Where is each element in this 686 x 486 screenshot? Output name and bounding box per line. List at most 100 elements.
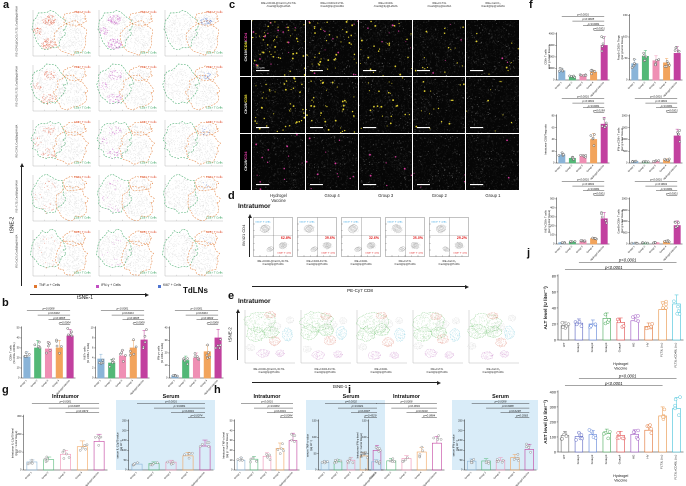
svg-text:p<0.0001: p<0.0001 xyxy=(660,187,673,191)
svg-text:p<0.0001: p<0.0001 xyxy=(576,95,589,99)
svg-text:Serum: Serum xyxy=(163,394,180,400)
micro-caption-3: Group 2 xyxy=(431,193,447,198)
row-label-a-1: IRE+CD40L/FLT3L/Cas9@lip@HAMA xyxy=(15,66,19,107)
svg-text:(pg g⁻¹ tumor tissue): (pg g⁻¹ tumor tissue) xyxy=(225,433,229,458)
marker-label-1: CK19/CD8 xyxy=(242,76,248,132)
svg-text:Group 1: Group 1 xyxy=(627,245,636,254)
panel-e-title: Intratumor xyxy=(238,298,271,305)
svg-text:10: 10 xyxy=(91,326,94,330)
marker-seg: CK19 xyxy=(242,160,248,171)
cd8-axis-arrow-d xyxy=(252,284,469,289)
svg-text:Group 2: Group 2 xyxy=(330,471,339,480)
svg-text:1000: 1000 xyxy=(622,219,628,223)
svg-text:p=0.0001: p=0.0001 xyxy=(665,108,678,112)
svg-text:p=0.0001: p=0.0001 xyxy=(592,191,605,195)
svg-text:300: 300 xyxy=(550,405,556,409)
svg-text:Group 2: Group 2 xyxy=(178,379,187,388)
svg-text:300: 300 xyxy=(17,414,22,418)
svg-text:HG: HG xyxy=(632,342,636,347)
svg-text:1500: 1500 xyxy=(622,208,628,212)
tsne-plot-a-r4c2 xyxy=(162,228,224,279)
tsne-e-group-label-1: IRE+CD40L/FLT3L /Cas9@lip@HAMA xyxy=(314,368,336,375)
tsne2-axis-label-e: tSNE-2 xyxy=(227,327,233,342)
panel-label-g: g xyxy=(2,384,9,396)
svg-text:Intratumor TNF-α level: Intratumor TNF-α level xyxy=(222,432,226,459)
svg-text:(per g tumor tissue): (per g tumor tissue) xyxy=(547,45,551,68)
svg-text:HG: HG xyxy=(632,454,636,459)
svg-text:p=0.0373: p=0.0373 xyxy=(75,409,88,413)
svg-text:Group 2: Group 2 xyxy=(30,379,39,388)
svg-text:20: 20 xyxy=(17,356,20,360)
marker-label-0: CK19/CD8/CD4 xyxy=(242,19,248,75)
flow-plot-0 xyxy=(252,216,294,258)
marker-seg: / xyxy=(242,102,248,104)
panel-label-d: d xyxy=(228,190,235,202)
svg-text:20: 20 xyxy=(552,149,555,153)
svg-text:40: 40 xyxy=(165,326,168,330)
tsne-plot-e-4 xyxy=(466,308,520,366)
svg-text:2000: 2000 xyxy=(622,197,628,201)
svg-text:Hydrogel: Hydrogel xyxy=(613,474,628,478)
svg-text:50: 50 xyxy=(625,56,628,60)
svg-text:4: 4 xyxy=(92,356,94,360)
svg-text:0: 0 xyxy=(125,468,127,472)
tsne-plot-a-r2c1 xyxy=(96,118,158,169)
svg-text:Group 2: Group 2 xyxy=(565,245,574,254)
svg-text:2000: 2000 xyxy=(549,55,555,59)
svg-text:GzmB+CD8+ T cells: GzmB+CD8+ T cells xyxy=(617,209,621,234)
svg-text:Ki67+ cells: Ki67+ cells xyxy=(83,346,87,360)
tsne-plot-a-r0c1 xyxy=(96,8,158,59)
svg-text:Group 2: Group 2 xyxy=(638,164,647,173)
svg-text:100: 100 xyxy=(362,435,367,439)
panel-label-c: c xyxy=(229,0,236,11)
row-label-a-2: IRE+CD40L/Cas9@lip@HAMA xyxy=(15,124,19,158)
svg-text:100: 100 xyxy=(312,435,317,439)
svg-text:Intratumor: Intratumor xyxy=(52,394,80,400)
svg-text:Group 3: Group 3 xyxy=(648,81,657,90)
micrograph-r2c4 xyxy=(466,134,519,190)
svg-text:(per g tumor tissue): (per g tumor tissue) xyxy=(620,128,624,151)
svg-text:IFN-γ+ cells: IFN-γ+ cells xyxy=(157,345,161,360)
svg-text:(pg g⁻¹ tumor tissue): (pg g⁻¹ tumor tissue) xyxy=(359,433,363,458)
svg-text:50: 50 xyxy=(460,458,463,462)
svg-text:p=0.0008: p=0.0008 xyxy=(501,404,514,408)
chart-i1: Serum 0 50 100 150 200 250 serum IFN-γ value (pg… xyxy=(452,394,538,486)
tsne1-axis-arrow-a xyxy=(30,292,149,297)
svg-text:400: 400 xyxy=(550,206,555,210)
svg-text:Serum: Serum xyxy=(492,394,509,400)
svg-text:3000: 3000 xyxy=(549,43,555,47)
tsne-e-group-label-4: IRE+CaCO₃ /Cas9@lip@HAMA xyxy=(482,368,504,375)
svg-text:Ki67+CD8+ T cells: Ki67+CD8+ T cells xyxy=(544,210,548,233)
marker-strip-1 xyxy=(240,77,251,133)
svg-text:50: 50 xyxy=(17,326,20,330)
tsne-plot-a-r3c0 xyxy=(30,173,92,224)
svg-text:1000: 1000 xyxy=(549,66,555,70)
svg-text:Group 1: Group 1 xyxy=(464,471,473,480)
svg-text:Group 4: Group 4 xyxy=(126,379,135,388)
svg-text:IFN-γ+CD8+ T cells: IFN-γ+CD8+ T cells xyxy=(617,127,621,151)
svg-text:Group 2: Group 2 xyxy=(565,81,574,90)
chart-i0: Intratumor 0 50 100 150 Intratumor IFN-γ leve… xyxy=(356,394,445,486)
flow-plot-2 xyxy=(340,216,382,258)
svg-text:Group 1: Group 1 xyxy=(369,471,378,480)
svg-text:1500: 1500 xyxy=(622,126,628,130)
svg-text:20: 20 xyxy=(230,448,233,452)
svg-text:p=0.0021: p=0.0021 xyxy=(351,404,364,408)
marker-seg: / xyxy=(242,50,248,52)
svg-text:Hydrogel: Hydrogel xyxy=(613,362,628,366)
svg-text:p=0.0074: p=0.0074 xyxy=(190,413,203,417)
micrograph-r0c0 xyxy=(252,20,305,76)
svg-text:AST level (U liter⁻¹): AST level (U liter⁻¹) xyxy=(543,400,549,444)
svg-text:2: 2 xyxy=(92,366,94,370)
svg-text:p<0.0001: p<0.0001 xyxy=(618,258,637,263)
legend-swatch-2 xyxy=(158,284,161,288)
legend-swatch-1 xyxy=(96,284,99,288)
marker-seg: / xyxy=(242,159,248,161)
micrograph-r2c0 xyxy=(252,134,305,190)
svg-text:Group 3: Group 3 xyxy=(189,379,198,388)
flow-plot-4 xyxy=(428,216,470,258)
svg-text:Intratumor IFN-γ level: Intratumor IFN-γ level xyxy=(356,432,360,458)
svg-text:80: 80 xyxy=(552,274,556,278)
chart-g0: Intratumor 0 100 200 300 Intratumor IL-12p70 … xyxy=(11,394,108,486)
